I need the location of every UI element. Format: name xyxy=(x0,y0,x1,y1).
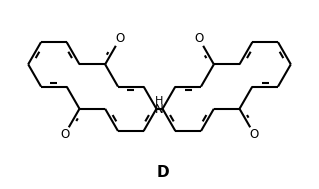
Text: O: O xyxy=(115,33,124,45)
Text: H: H xyxy=(155,96,164,106)
Text: O: O xyxy=(195,33,204,45)
Text: N: N xyxy=(155,104,164,116)
Text: D: D xyxy=(156,165,169,180)
Text: O: O xyxy=(249,128,259,141)
Text: O: O xyxy=(60,128,70,141)
